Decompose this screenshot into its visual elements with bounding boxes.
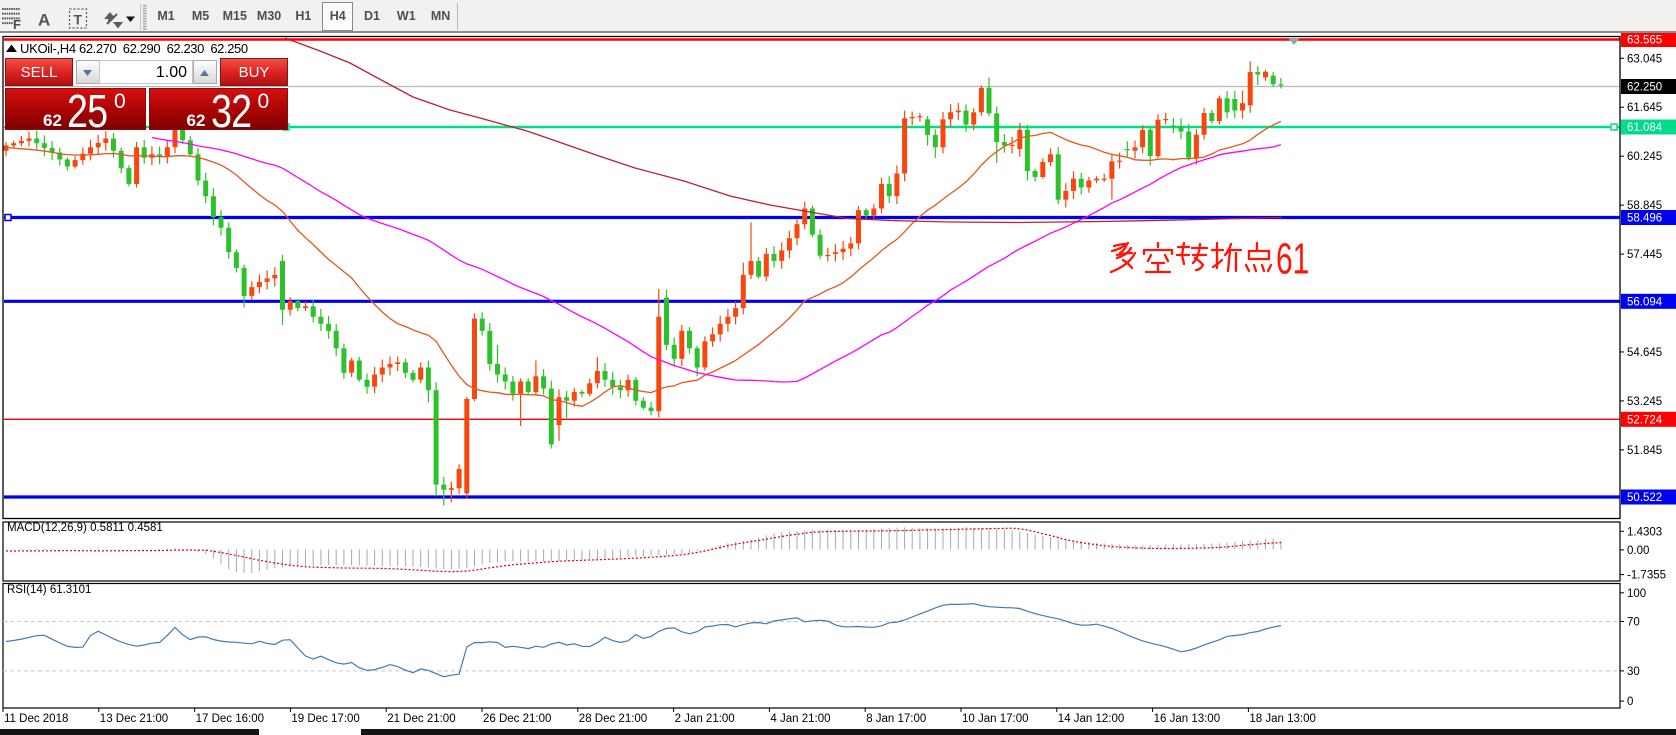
svg-text:53.245: 53.245 [1627, 396, 1662, 408]
svg-text:61.645: 61.645 [1627, 102, 1662, 114]
svg-text:17 Dec 16:00: 17 Dec 16:00 [196, 713, 264, 725]
svg-text:63.565: 63.565 [1627, 35, 1662, 47]
svg-text:11 Dec 2018: 11 Dec 2018 [4, 713, 68, 725]
svg-text:61: 61 [1276, 234, 1309, 283]
svg-text:30: 30 [1627, 666, 1640, 678]
svg-text:-1.7355: -1.7355 [1627, 570, 1666, 582]
svg-text:0.00: 0.00 [1627, 545, 1649, 557]
svg-text:19 Dec 17:00: 19 Dec 17:00 [291, 713, 359, 725]
svg-text:2 Jan 21:00: 2 Jan 21:00 [675, 713, 735, 725]
svg-text:56.094: 56.094 [1627, 296, 1663, 308]
svg-text:60.245: 60.245 [1627, 151, 1662, 163]
svg-text:10 Jan 17:00: 10 Jan 17:00 [962, 713, 1029, 725]
svg-text:RSI(14) 61.3101: RSI(14) 61.3101 [7, 584, 91, 596]
svg-text:T: T [74, 12, 83, 28]
svg-text:0: 0 [1627, 696, 1633, 708]
svg-text:21 Dec 21:00: 21 Dec 21:00 [387, 713, 455, 725]
svg-text:14 Jan 12:00: 14 Jan 12:00 [1058, 713, 1125, 725]
svg-text:18 Jan 13:00: 18 Jan 13:00 [1249, 713, 1316, 725]
svg-text:57.445: 57.445 [1627, 249, 1662, 261]
svg-text:100: 100 [1627, 588, 1646, 600]
svg-text:58.845: 58.845 [1627, 200, 1662, 212]
svg-text:54.645: 54.645 [1627, 347, 1662, 359]
svg-text:A: A [38, 11, 50, 30]
svg-text:MACD(12,26,9) 0.5811 0.4581: MACD(12,26,9) 0.5811 0.4581 [7, 522, 163, 534]
svg-text:13 Dec 21:00: 13 Dec 21:00 [100, 713, 168, 725]
svg-text:70: 70 [1627, 617, 1640, 629]
svg-text:62.250: 62.250 [1627, 82, 1662, 94]
svg-text:61.084: 61.084 [1627, 122, 1663, 134]
svg-text:UKOil-,H4: UKOil-,H4 [20, 41, 76, 56]
svg-text:26 Dec 21:00: 26 Dec 21:00 [483, 713, 551, 725]
svg-text:51.845: 51.845 [1627, 445, 1662, 457]
svg-text:50.522: 50.522 [1627, 492, 1662, 504]
svg-text:8 Jan 17:00: 8 Jan 17:00 [866, 713, 926, 725]
svg-text:63.045: 63.045 [1627, 53, 1662, 65]
svg-text:16 Jan 13:00: 16 Jan 13:00 [1154, 713, 1221, 725]
svg-text:1.4303: 1.4303 [1627, 526, 1662, 538]
svg-text:28 Dec 21:00: 28 Dec 21:00 [579, 713, 647, 725]
svg-text:F: F [13, 17, 21, 32]
svg-text:4 Jan 21:00: 4 Jan 21:00 [770, 713, 830, 725]
svg-text:58.496: 58.496 [1627, 213, 1662, 225]
svg-text:62.270 62.290 62.230 62.250: 62.270 62.290 62.230 62.250 [79, 41, 248, 56]
svg-text:52.724: 52.724 [1627, 414, 1663, 426]
